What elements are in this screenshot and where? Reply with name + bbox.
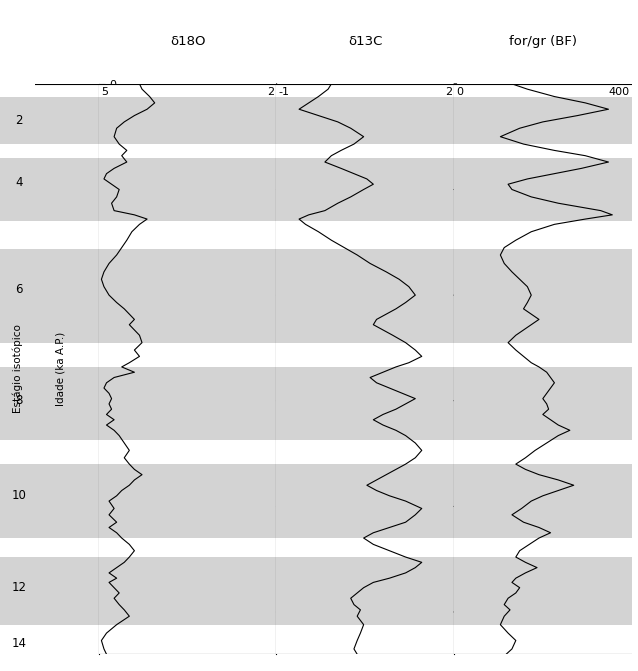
- Text: 5: 5: [101, 87, 108, 97]
- Bar: [454, 249, 632, 343]
- Bar: [99, 464, 276, 538]
- Text: 12: 12: [11, 581, 27, 595]
- Bar: [0, 249, 35, 343]
- Text: 4: 4: [15, 176, 23, 189]
- Bar: [99, 367, 276, 440]
- Bar: [454, 557, 632, 625]
- Text: 2: 2: [445, 87, 452, 97]
- Bar: [0, 158, 35, 221]
- Bar: [99, 97, 276, 144]
- Bar: [0, 367, 35, 440]
- Text: δ13C: δ13C: [348, 36, 382, 48]
- Bar: [0, 557, 35, 625]
- Text: 14: 14: [11, 637, 27, 650]
- Bar: [35, 249, 99, 343]
- Text: Idade (ka A.P.): Idade (ka A.P.): [56, 332, 66, 406]
- Bar: [276, 557, 454, 625]
- Bar: [35, 367, 99, 440]
- Bar: [454, 158, 632, 221]
- Bar: [276, 464, 454, 538]
- Text: 2: 2: [15, 114, 23, 127]
- Text: δ18O: δ18O: [170, 36, 205, 48]
- Bar: [99, 249, 276, 343]
- Bar: [35, 158, 99, 221]
- Text: 10: 10: [12, 489, 27, 503]
- Bar: [454, 464, 632, 538]
- Text: 8: 8: [15, 395, 23, 407]
- Text: 2: 2: [267, 87, 274, 97]
- Text: 0: 0: [456, 87, 463, 97]
- Bar: [454, 97, 632, 144]
- Bar: [276, 249, 454, 343]
- Bar: [276, 158, 454, 221]
- Bar: [276, 367, 454, 440]
- Text: 6: 6: [15, 283, 23, 297]
- Bar: [276, 97, 454, 144]
- Bar: [0, 97, 35, 144]
- Text: Estágio isotópico: Estágio isotópico: [12, 325, 23, 413]
- Bar: [35, 464, 99, 538]
- Text: 400: 400: [609, 87, 630, 97]
- Text: -1: -1: [278, 87, 290, 97]
- Bar: [99, 158, 276, 221]
- Bar: [35, 97, 99, 144]
- Bar: [35, 557, 99, 625]
- Bar: [0, 464, 35, 538]
- Bar: [99, 557, 276, 625]
- Text: for/gr (BF): for/gr (BF): [509, 36, 577, 48]
- Bar: [454, 367, 632, 440]
